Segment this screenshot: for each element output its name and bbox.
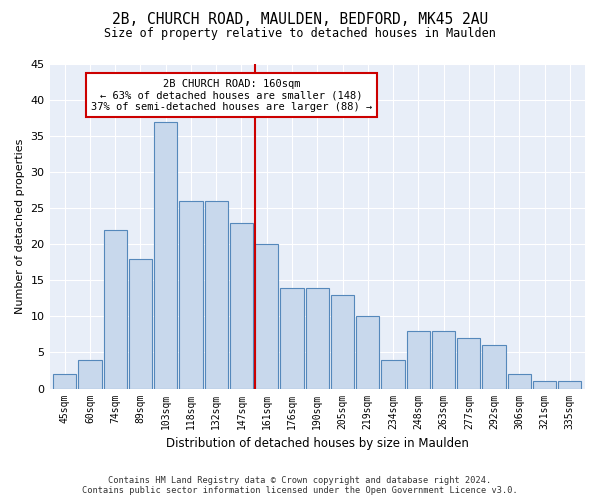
Bar xyxy=(482,346,506,389)
Bar xyxy=(154,122,178,388)
Bar xyxy=(255,244,278,388)
Bar xyxy=(382,360,404,388)
Bar xyxy=(432,331,455,388)
Text: 2B, CHURCH ROAD, MAULDEN, BEDFORD, MK45 2AU: 2B, CHURCH ROAD, MAULDEN, BEDFORD, MK45 … xyxy=(112,12,488,28)
Bar xyxy=(53,374,76,388)
Text: Size of property relative to detached houses in Maulden: Size of property relative to detached ho… xyxy=(104,28,496,40)
Bar xyxy=(508,374,531,388)
Bar xyxy=(305,288,329,388)
Bar xyxy=(533,382,556,388)
X-axis label: Distribution of detached houses by size in Maulden: Distribution of detached houses by size … xyxy=(166,437,469,450)
Bar xyxy=(129,258,152,388)
Bar xyxy=(356,316,379,388)
Bar xyxy=(230,222,253,388)
Bar xyxy=(79,360,101,388)
Y-axis label: Number of detached properties: Number of detached properties xyxy=(15,138,25,314)
Bar xyxy=(407,331,430,388)
Bar xyxy=(179,201,203,388)
Text: 2B CHURCH ROAD: 160sqm
← 63% of detached houses are smaller (148)
37% of semi-de: 2B CHURCH ROAD: 160sqm ← 63% of detached… xyxy=(91,78,372,112)
Bar xyxy=(457,338,481,388)
Bar xyxy=(558,382,581,388)
Bar xyxy=(280,288,304,388)
Text: Contains HM Land Registry data © Crown copyright and database right 2024.
Contai: Contains HM Land Registry data © Crown c… xyxy=(82,476,518,495)
Bar xyxy=(331,295,354,388)
Bar xyxy=(104,230,127,388)
Bar xyxy=(205,201,228,388)
